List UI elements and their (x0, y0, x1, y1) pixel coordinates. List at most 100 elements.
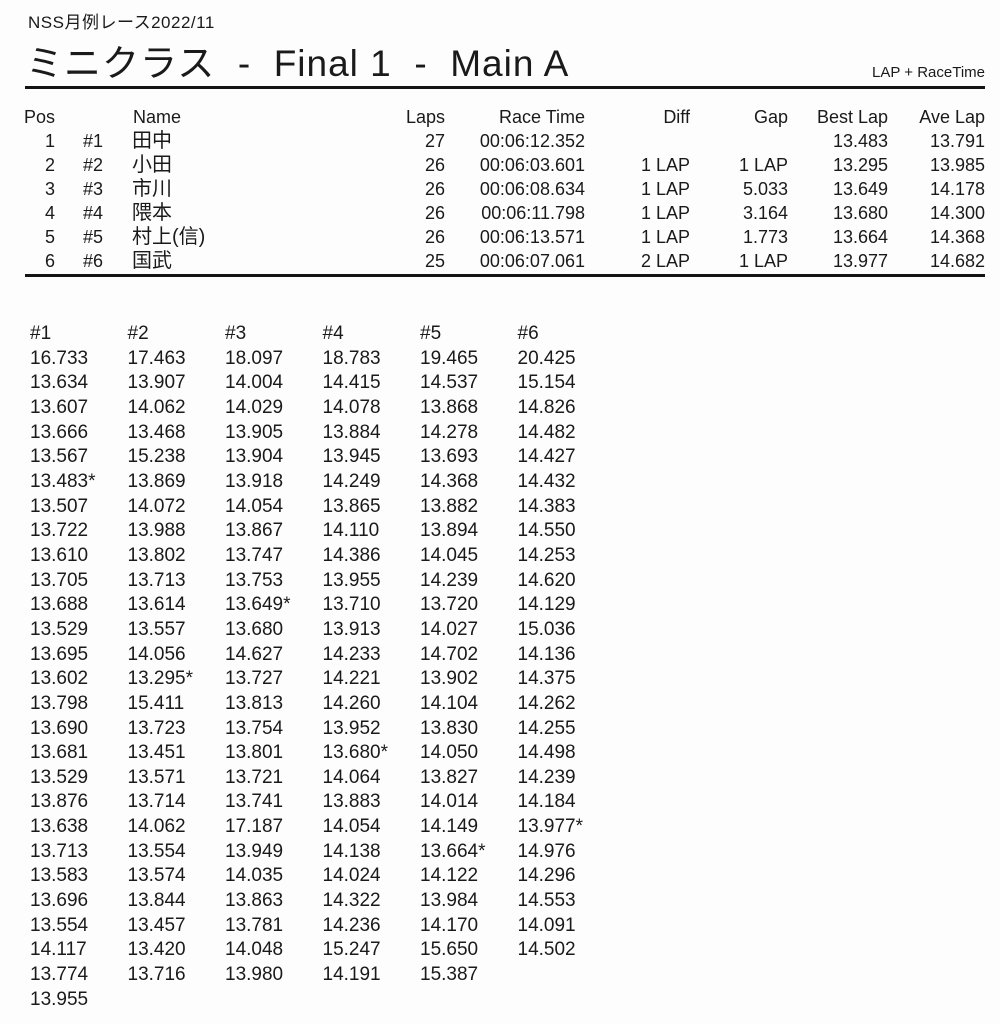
laps-value: 26 (424, 203, 445, 223)
lap-time-value: 14.249 (322, 470, 381, 492)
lap-time-value (420, 988, 518, 1013)
lap-time-value: 18.783 (322, 347, 381, 369)
lap-column-header: #5 (420, 323, 442, 344)
lap-time-value: 14.262 (517, 692, 576, 714)
lap-time-value: 13.557 (127, 618, 186, 640)
best-lap-value: 13.680 (832, 203, 888, 223)
lap-time-value: 13.869 (127, 470, 186, 492)
lap-row: 13.507 14.072 14.054 13.865 13.882 14.383 (30, 495, 615, 520)
lap-time-value: 13.984 (420, 890, 479, 912)
lap-row: 13.876 13.714 13.741 13.883 14.014 14.184 (30, 790, 615, 815)
gap-value: 1.773 (742, 227, 788, 247)
lap-time-value: 13.614 (127, 594, 186, 616)
lap-time-value: 14.278 (420, 421, 479, 443)
lap-time-value: 13.713 (127, 569, 186, 591)
lap-row: 16.733 17.463 18.097 18.783 19.465 20.425 (30, 347, 615, 372)
lap-time-value: 14.239 (517, 766, 576, 788)
lap-time-value: 13.907 (127, 372, 186, 394)
lap-time-value: 14.255 (517, 717, 576, 739)
lap-time-value: 13.602 (30, 668, 89, 690)
column-header-pos: Pos (23, 107, 55, 127)
lap-time-value: 14.050 (420, 742, 479, 764)
lap-time-value: 14.056 (127, 643, 186, 665)
position-value: 3 (44, 179, 55, 199)
laps-value: 27 (424, 131, 445, 151)
lap-time-value: 14.138 (322, 840, 381, 862)
lap-time-value: 19.465 (420, 347, 479, 369)
lap-time-value: 13.571 (127, 766, 186, 788)
lap-time-value: 14.627 (225, 643, 284, 665)
lap-row: 13.610 13.802 13.747 14.386 14.045 14.253 (30, 544, 615, 569)
laps-value: 26 (424, 179, 445, 199)
lap-time-value: 14.104 (420, 692, 479, 714)
lap-time-value: 13.483* (30, 470, 96, 492)
lap-time-value: 14.024 (322, 865, 381, 887)
lap-time-value: 13.827 (420, 766, 479, 788)
lap-time-value: 13.865 (322, 495, 381, 517)
lap-time-value: 13.295* (127, 668, 194, 690)
lap-time-value: 14.054 (322, 816, 381, 838)
lap-time-value: 14.233 (322, 643, 381, 665)
header-divider (25, 86, 985, 89)
lap-time-value: 13.681 (30, 742, 89, 764)
lap-times-table: #1 #2 #3 #4 #5 #6 16.733 17.463 18.097 18.783 19.… (30, 322, 615, 1012)
laps-value: 26 (424, 155, 445, 175)
results-divider (25, 274, 985, 277)
lap-time-value: 14.110 (322, 520, 380, 542)
lap-time-value: 13.868 (420, 396, 479, 418)
lap-time-value: 14.029 (225, 396, 284, 418)
lap-time-value: 13.955 (322, 569, 381, 591)
lap-time-value: 13.980 (225, 964, 284, 986)
position-value: 2 (44, 155, 55, 175)
lap-row: 13.681 13.451 13.801 13.680* 14.050 14.498 (30, 741, 615, 766)
ave-lap-value: 13.985 (929, 155, 985, 175)
lap-time-value: 14.826 (517, 396, 576, 418)
lap-time-value (518, 988, 616, 1013)
lap-time-value: 13.693 (420, 446, 479, 468)
diff-value: 1 LAP (640, 227, 690, 247)
lap-time-value: 13.607 (30, 396, 89, 418)
position-value: 6 (44, 251, 55, 271)
lap-time-value: 13.529 (30, 618, 89, 640)
lap-time-value: 13.554 (127, 840, 186, 862)
lap-time-value: 15.650 (420, 939, 479, 961)
lap-row: 13.483* 13.869 13.918 14.249 14.368 14.432 (30, 470, 615, 495)
ave-lap-value: 14.682 (929, 251, 985, 271)
lap-time-value: 13.583 (30, 865, 89, 887)
race-time-value: 00:06:13.571 (479, 227, 585, 247)
lap-time-value: 13.905 (225, 421, 284, 443)
lap-column-header: #3 (225, 323, 247, 344)
column-header-ave-lap: Ave Lap (919, 107, 985, 127)
lap-time-value: 14.191 (322, 964, 381, 986)
lap-time-value: 14.386 (322, 544, 381, 566)
result-row: 1 #1 田中 27 00:06:12.352 13.483 13.791 (0, 129, 985, 153)
lap-row: 13.688 13.614 13.649* 13.710 13.720 14.129 (30, 593, 615, 618)
lap-row: 13.798 15.411 13.813 14.260 14.104 14.262 (30, 692, 615, 717)
lap-row: 13.713 13.554 13.949 14.138 13.664* 14.976 (30, 840, 615, 865)
lap-time-value: 14.375 (517, 668, 576, 690)
ave-lap-value: 14.300 (929, 203, 985, 223)
lap-time-value: 13.710 (322, 594, 381, 616)
lap-time-value: 13.457 (127, 914, 186, 936)
lap-time-value: 13.894 (420, 520, 479, 542)
lap-time-value: 13.554 (30, 914, 89, 936)
lap-row: 13.634 13.907 14.004 14.415 14.537 15.154 (30, 371, 615, 396)
lap-time-value (128, 988, 226, 1013)
lap-time-value: 13.955 (30, 988, 89, 1010)
lap-column-header: #6 (517, 323, 539, 344)
lap-time-value: 14.498 (517, 742, 576, 764)
lap-time-value: 14.091 (517, 914, 576, 936)
lap-time-value: 13.634 (30, 372, 89, 394)
ave-lap-value: 13.791 (929, 131, 985, 151)
lap-time-value: 13.720 (420, 594, 479, 616)
gap-value: 3.164 (742, 203, 788, 223)
lap-time-value: 14.170 (420, 914, 479, 936)
gap-value: 5.033 (742, 179, 788, 199)
lap-time-value: 13.666 (30, 421, 89, 443)
race-time-value: 00:06:12.352 (479, 131, 585, 151)
lap-time-value (225, 988, 323, 1013)
best-lap-value: 13.483 (832, 131, 888, 151)
lap-time-value: 14.236 (322, 914, 381, 936)
race-time-value: 00:06:11.798 (481, 203, 585, 223)
